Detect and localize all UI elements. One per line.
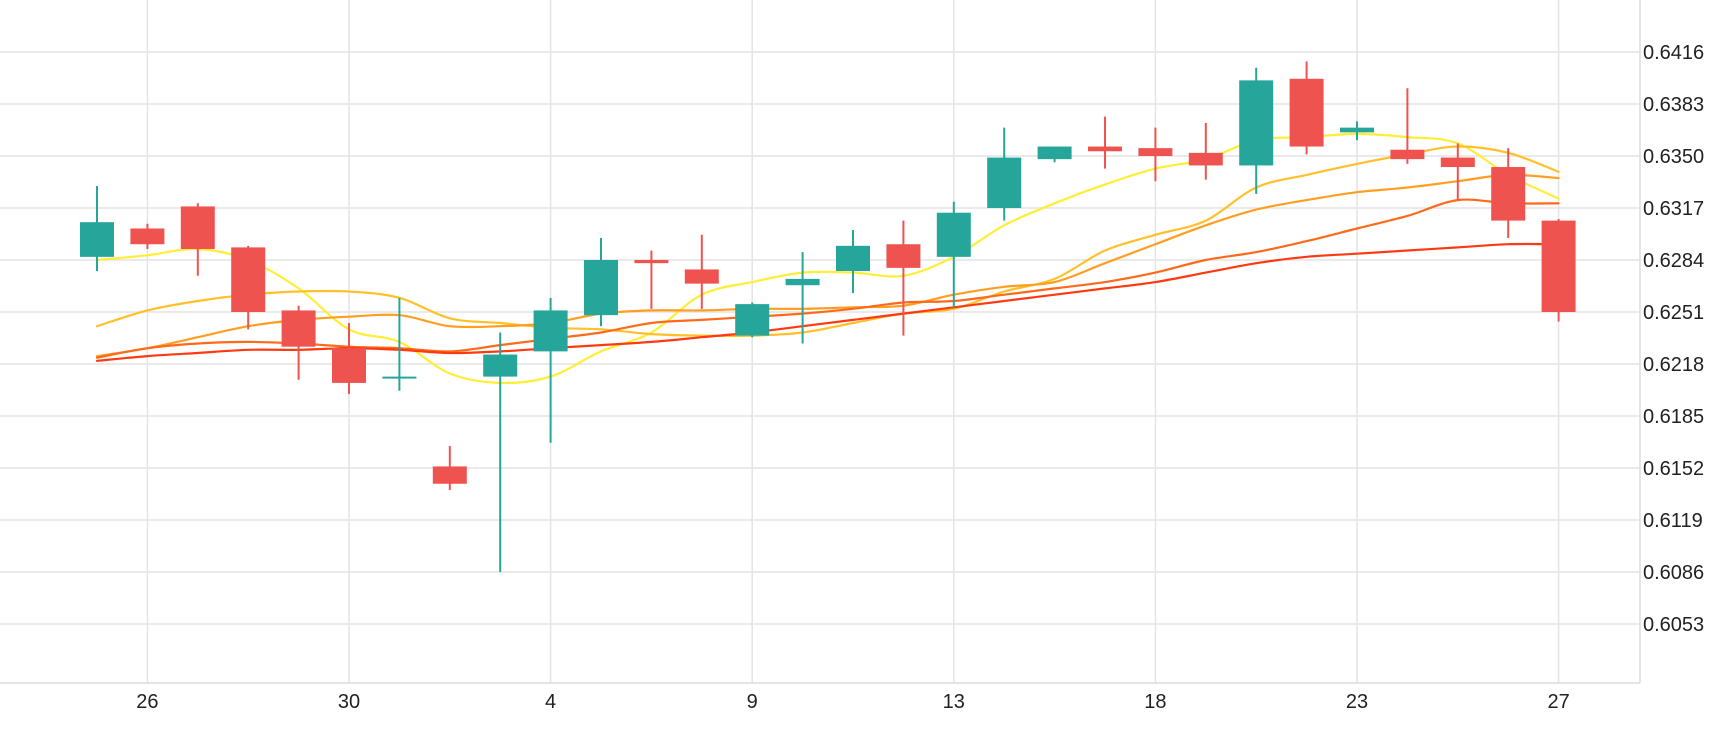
candle: [281, 305, 316, 380]
candle-body: [1188, 152, 1223, 166]
x-tick-label: 23: [1346, 691, 1368, 713]
candle: [1541, 219, 1576, 322]
candles: [80, 61, 1576, 572]
ma-line-2: [95, 145, 1560, 338]
candle: [634, 250, 669, 309]
y-tick-label: 0.6152: [1643, 458, 1704, 480]
candle: [735, 302, 770, 338]
candle-body: [432, 466, 467, 484]
candle: [1239, 67, 1274, 194]
candle-body: [1289, 78, 1324, 147]
y-tick-label: 0.6383: [1643, 94, 1704, 116]
candle-body: [785, 278, 820, 286]
ma-line-4: [95, 198, 1560, 359]
candle: [1440, 143, 1475, 201]
moving-average-lines: [95, 132, 1560, 385]
candle-body: [80, 222, 114, 257]
candle-body: [1491, 167, 1526, 221]
candle: [785, 252, 820, 344]
x-tick-label: 18: [1144, 691, 1166, 713]
candle: [1491, 148, 1526, 238]
x-tick-label: 27: [1547, 691, 1569, 713]
candle-body: [684, 269, 719, 284]
candle: [584, 237, 618, 327]
candle-body: [1340, 127, 1374, 133]
y-tick-label: 0.6185: [1643, 406, 1704, 428]
candle: [382, 297, 417, 391]
candle: [1037, 146, 1072, 163]
candle-body: [1037, 146, 1072, 160]
y-tick-label: 0.6053: [1643, 614, 1704, 636]
candle-body: [634, 260, 669, 264]
candle: [886, 220, 921, 336]
candle: [80, 185, 114, 272]
candle: [987, 127, 1022, 221]
ma-line-5: [95, 242, 1560, 362]
candle: [483, 332, 518, 572]
candle-body: [584, 260, 618, 316]
candle-body: [483, 354, 518, 377]
axes: 0.6416 0.6383 0.6350 0.6317 0.6284 0.6251 0.62…: [0, 0, 1704, 713]
candle-body: [1440, 157, 1475, 168]
x-tick-label: 9: [747, 691, 758, 713]
candle-body: [231, 247, 266, 312]
y-tick-label: 0.6119: [1643, 510, 1703, 532]
candle-body: [382, 376, 417, 379]
candle-body: [836, 245, 870, 272]
candle-body: [1390, 149, 1425, 160]
candle-body: [735, 304, 770, 336]
candle: [684, 234, 719, 309]
y-tick-label: 0.6416: [1643, 42, 1704, 64]
candle: [1138, 127, 1173, 182]
ma-line-3: [95, 173, 1560, 358]
candle: [130, 223, 165, 249]
x-tick-label: 26: [136, 691, 158, 713]
candle-body: [180, 206, 215, 249]
candle-body: [886, 244, 921, 268]
y-tick-label: 0.6284: [1643, 250, 1704, 272]
candle-body: [1088, 146, 1122, 152]
candle: [432, 445, 467, 491]
y-tick-label: 0.6350: [1643, 146, 1704, 168]
x-tick-label: 4: [545, 691, 556, 713]
candle-body: [130, 228, 165, 245]
candle-body: [936, 212, 971, 257]
candle: [231, 245, 266, 330]
candle-body: [987, 157, 1022, 208]
y-tick-label: 0.6317: [1643, 198, 1704, 220]
candle-body: [1138, 148, 1173, 156]
candle: [180, 203, 215, 276]
candle-body: [332, 348, 366, 383]
candle: [936, 201, 971, 308]
y-tick-label: 0.6251: [1643, 302, 1704, 324]
x-tick-label: 30: [338, 691, 360, 713]
candle: [836, 230, 870, 294]
candle: [332, 323, 366, 394]
candle: [1188, 122, 1223, 180]
y-tick-label: 0.6218: [1643, 354, 1704, 376]
candle: [1390, 88, 1425, 164]
candle-body: [281, 310, 316, 347]
candle: [1088, 116, 1122, 169]
candle-body: [533, 310, 568, 352]
x-tick-label: 13: [943, 691, 965, 713]
candle-body: [1239, 80, 1274, 166]
y-tick-label: 0.6086: [1643, 562, 1704, 584]
candle: [1340, 121, 1374, 141]
candle-body: [1541, 220, 1576, 312]
candle: [533, 297, 568, 443]
candle: [1289, 61, 1324, 155]
